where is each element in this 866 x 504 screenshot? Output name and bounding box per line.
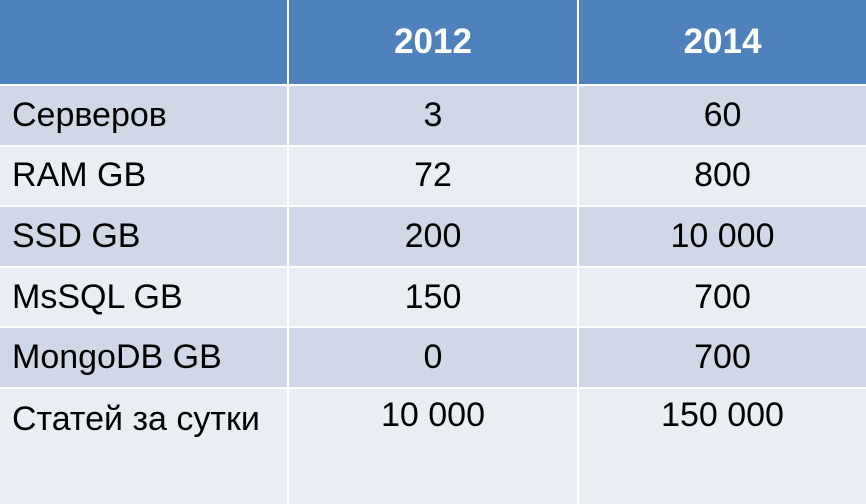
cell-2014: 10 000 (577, 205, 866, 268)
cell-2014: 60 (577, 84, 866, 147)
row-label: SSD GB (0, 205, 289, 268)
table-row-mongodb: MongoDB GB 0 700 (0, 326, 866, 389)
cell-2012: 10 000 (287, 386, 579, 504)
row-label: MongoDB GB (0, 326, 289, 389)
cell-2012: 150 (287, 265, 579, 329)
table-row-servers: Серверов 3 60 (0, 84, 866, 147)
cell-2012: 72 (287, 144, 579, 208)
table-row-ssd: SSD GB 200 10 000 (0, 205, 866, 268)
row-label: MsSQL GB (0, 265, 289, 329)
cell-2014: 150 000 (577, 386, 866, 504)
row-label: Статей за сутки (0, 386, 289, 504)
header-year-2012: 2012 (287, 0, 579, 86)
row-label: Серверов (0, 84, 289, 147)
table-row-ram: RAM GB 72 800 (0, 144, 866, 208)
table-row-mssql: MsSQL GB 150 700 (0, 265, 866, 329)
cell-2014: 700 (577, 265, 866, 329)
table-header-row: 2012 2014 (0, 0, 866, 86)
cell-2012: 0 (287, 326, 579, 389)
table-row-articles: Статей за сутки 10 000 150 000 (0, 386, 866, 504)
row-label: RAM GB (0, 144, 289, 208)
cell-2012: 3 (287, 84, 579, 147)
cell-2014: 800 (577, 144, 866, 208)
cell-2014: 700 (577, 326, 866, 389)
header-year-2014: 2014 (577, 0, 866, 86)
header-empty-cell (0, 0, 289, 86)
cell-2012: 200 (287, 205, 579, 268)
